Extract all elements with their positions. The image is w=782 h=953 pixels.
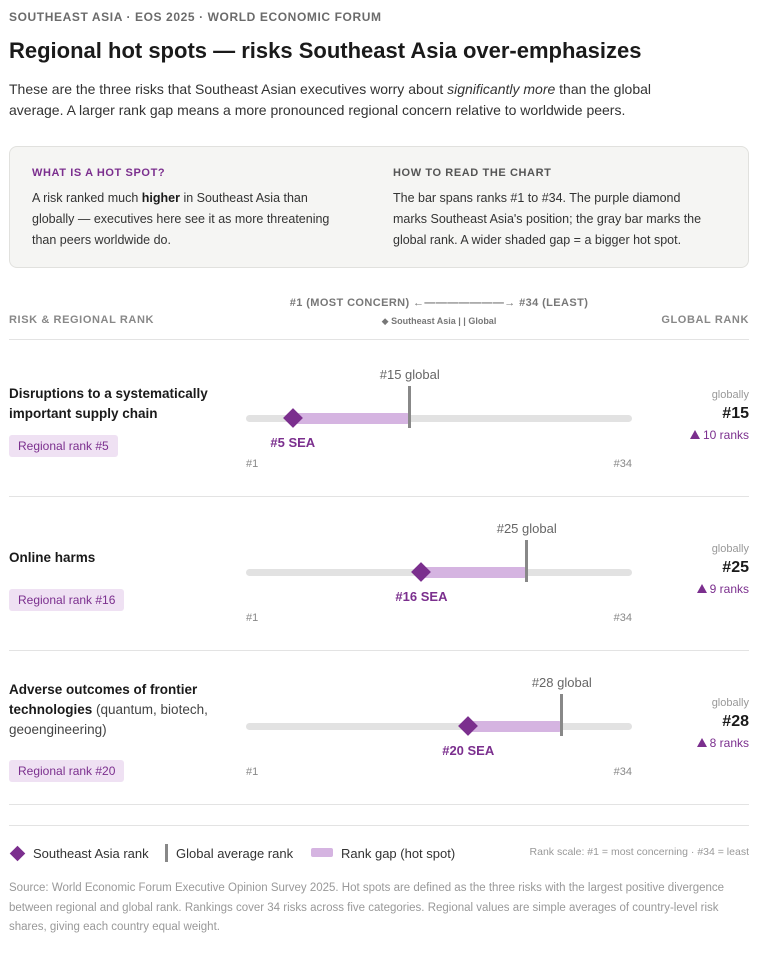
legend: Southeast Asia rank Global average rank … [9, 825, 749, 877]
scale-max-label: #34 [613, 766, 632, 778]
lede-part2: than the global average. A larger rank g… [9, 81, 652, 118]
scale-max-label: #34 [613, 612, 632, 624]
info-hot-spot-heading: WHAT IS A HOT SPOT? [32, 167, 166, 179]
lede-part1: These are the three risks that Southeast… [9, 81, 448, 97]
chart-row: Disruptions to a systematically importan… [9, 341, 749, 495]
risk-name: Adverse outcomes of frontier technologie… [9, 680, 224, 740]
rank-chart: #28 global #20 SEA #1 #34 [246, 649, 632, 803]
info-left-text2: in Southeast Asia than globally — execut… [32, 191, 330, 247]
lede: These are the three risks that Southeast… [9, 79, 709, 121]
global-rank-column: globally #28 8 ranks [696, 697, 749, 750]
regional-rank-badge: Regional rank #5 [9, 435, 118, 457]
rank-gap-bar [468, 721, 562, 732]
globally-label: globally [711, 697, 749, 709]
rank-difference-text: 8 ranks [709, 736, 749, 750]
global-rank-label: #15 global [379, 367, 440, 382]
column-header-global: GLOBAL RANK [661, 314, 749, 326]
row-divider [9, 496, 749, 497]
global-rank-column: globally #15 10 ranks [689, 389, 749, 442]
rank-gap-bar [292, 413, 410, 424]
risk-qualifier: (quantum, biotech, geoengineering) [9, 702, 208, 737]
scale-min-label: #1 [246, 766, 259, 778]
info-left-text1: A risk ranked much [32, 191, 142, 205]
sea-rank-diamond [411, 562, 432, 582]
scale-max-label: #34 [613, 458, 632, 470]
info-how-to-read-heading: HOW TO READ THE CHART [393, 167, 552, 179]
sea-rank-label: #5 SEA [270, 435, 316, 450]
rank-chart: #25 global #16 SEA #1 #34 [246, 495, 632, 649]
global-rank-label: #28 global [531, 675, 592, 690]
legend-gap-label: Rank gap (hot spot) [341, 846, 456, 861]
global-rank-label: #25 global [496, 521, 557, 536]
sea-rank-label: #16 SEA [395, 589, 448, 604]
global-rank-line [560, 694, 564, 736]
legend-sea-label: Southeast Asia rank [33, 846, 149, 861]
info-how-to-read: HOW TO READ THE CHART The bar spans rank… [393, 167, 713, 251]
chart-row: Adverse outcomes of frontier technologie… [9, 649, 749, 803]
sea-rank-diamond [282, 408, 303, 428]
axis-header: #1 (MOST CONCERN) ←———————→ #34 (LEAST) [289, 297, 589, 309]
globally-label: globally [711, 543, 749, 555]
legend-global-label: Global average rank [176, 846, 294, 861]
up-triangle-icon [696, 584, 707, 593]
legend-gap-swatch [311, 848, 333, 857]
rank-chart: #15 global #5 SEA #1 #34 [246, 341, 632, 495]
global-rank-line [525, 540, 529, 582]
source-note: Source: World Economic Forum Executive O… [9, 882, 725, 933]
rank-difference: 9 ranks [696, 582, 749, 596]
global-rank-column: globally #25 9 ranks [696, 543, 749, 596]
legend-diamond-icon [9, 845, 26, 862]
global-rank-value: #25 [722, 559, 749, 576]
global-rank-line [408, 386, 412, 428]
info-hot-spot-text: A risk ranked much higher in Southeast A… [32, 188, 352, 251]
scale-min-label: #1 [246, 612, 259, 624]
header-divider [9, 339, 749, 340]
chart-row: Online harms Regional rank #16 #25 global #… [9, 495, 749, 649]
regional-rank-badge: Regional rank #16 [9, 589, 125, 611]
risk-name-text: Disruptions to a systematically importan… [9, 386, 208, 421]
eyebrow: SOUTHEAST ASIA · EOS 2025 · WORLD ECONOM… [9, 10, 382, 24]
up-triangle-icon [689, 430, 700, 439]
rank-track [246, 415, 632, 422]
row-divider [9, 650, 749, 651]
risk-name-text: Adverse outcomes of frontier technologie… [9, 682, 198, 717]
info-left-bold: higher [141, 191, 180, 205]
sea-rank-diamond [458, 716, 479, 736]
column-header-risk: RISK & REGIONAL RANK [9, 314, 155, 326]
rank-difference: 10 ranks [689, 428, 749, 442]
rank-difference-text: 10 ranks [702, 428, 749, 442]
info-hot-spot: WHAT IS A HOT SPOT? A risk ranked much h… [32, 167, 352, 251]
sea-rank-label: #20 SEA [442, 743, 495, 758]
row-divider [9, 804, 749, 805]
risk-name-text: Online harms [9, 550, 96, 565]
lede-emphasis: significantly more [447, 81, 556, 97]
globally-label: globally [711, 389, 749, 401]
rank-track [246, 723, 632, 730]
info-box: WHAT IS A HOT SPOT? A risk ranked much h… [9, 146, 749, 268]
info-how-to-read-text: The bar spans ranks #1 to #34. The purpl… [393, 191, 702, 247]
up-triangle-icon [696, 738, 707, 747]
global-rank-value: #28 [722, 713, 749, 730]
global-rank-value: #15 [722, 405, 749, 422]
legend-line-icon [165, 844, 168, 862]
rank-difference: 8 ranks [696, 736, 749, 750]
rank-difference-text: 9 ranks [709, 582, 749, 596]
legend-note: Rank scale: #1 = most concerning · #34 =… [529, 846, 749, 858]
axis-subheader: ◆ Southeast Asia | | Global [381, 316, 497, 326]
rank-gap-bar [421, 567, 527, 578]
page-title: Regional hot spots — risks Southeast Asi… [9, 38, 642, 63]
risk-name: Online harms [9, 548, 224, 568]
scale-min-label: #1 [246, 458, 259, 470]
risk-name: Disruptions to a systematically importan… [9, 384, 224, 424]
regional-rank-badge: Regional rank #20 [9, 760, 125, 782]
